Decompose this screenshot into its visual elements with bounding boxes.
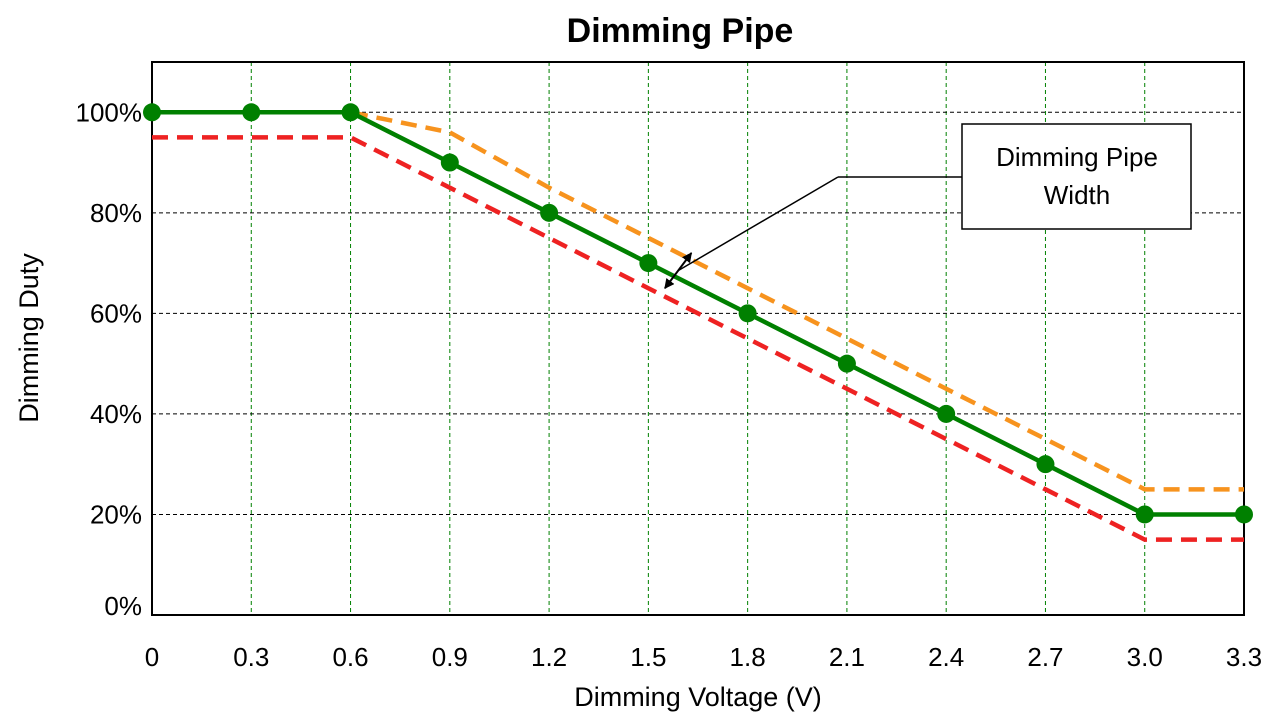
- x-tick-label: 1.8: [730, 642, 766, 672]
- x-tick-label: 3.3: [1226, 642, 1262, 672]
- nominal-data-point: [242, 103, 261, 122]
- y-tick-label: 100%: [76, 97, 143, 127]
- nominal-data-point: [1235, 505, 1253, 524]
- pipe-width-double-arrow: [664, 252, 693, 290]
- x-tick-label: 0: [145, 642, 159, 672]
- nominal-data-point: [837, 354, 856, 373]
- plot-area-border: [151, 61, 1245, 616]
- y-tick-label: 40%: [90, 399, 142, 429]
- x-tick-label: 0.9: [432, 642, 468, 672]
- pipe-width-annotation: Dimming Pipe Width: [664, 123, 1192, 290]
- nominal-data-point: [738, 304, 757, 323]
- y-tick-label: 20%: [90, 499, 142, 529]
- nominal-data-point: [937, 404, 956, 423]
- nominal-data-point: [1036, 455, 1055, 474]
- x-tick-label: 2.7: [1027, 642, 1063, 672]
- nominal-data-point: [341, 103, 360, 122]
- y-tick-labels: 0% 20% 40% 60% 80% 100%: [76, 97, 143, 621]
- x-tick-label: 2.4: [928, 642, 964, 672]
- x-tick-label: 1.5: [630, 642, 666, 672]
- annotation-leader-diagonal: [677, 176, 839, 272]
- nominal-data-point: [143, 103, 161, 122]
- y-tick-label: 60%: [90, 298, 142, 328]
- annotation-text-line2: Width: [1044, 180, 1110, 210]
- nominal-data-point: [1135, 505, 1154, 524]
- annotation-text-line1: Dimming Pipe: [996, 142, 1158, 172]
- series-layer: [143, 103, 1253, 542]
- x-tick-label: 0.3: [233, 642, 269, 672]
- chart-title: Dimming Pipe: [567, 12, 794, 50]
- annotation-box: [961, 123, 1192, 230]
- nominal-line: [152, 110, 1244, 517]
- x-tick-label: 3.0: [1127, 642, 1163, 672]
- x-tick-label: 0.6: [332, 642, 368, 672]
- nominal-data-point: [440, 153, 459, 172]
- nominal-data-point: [540, 203, 559, 222]
- y-tick-label: 80%: [90, 198, 142, 228]
- nominal-data-point: [639, 254, 658, 273]
- y-axis-label: Dimming Duty: [14, 253, 44, 423]
- x-tick-labels: 0 0.3 0.6 0.9 1.2 1.5 1.8 2.1 2.4 2.7 3.0 3.3: [145, 642, 1262, 672]
- x-tick-label: 2.1: [829, 642, 865, 672]
- x-axis-label: Dimming Voltage (V): [574, 682, 822, 712]
- x-tick-label: 1.2: [531, 642, 567, 672]
- lower-limit-line: [152, 135, 1244, 542]
- y-tick-label: 0%: [104, 591, 142, 621]
